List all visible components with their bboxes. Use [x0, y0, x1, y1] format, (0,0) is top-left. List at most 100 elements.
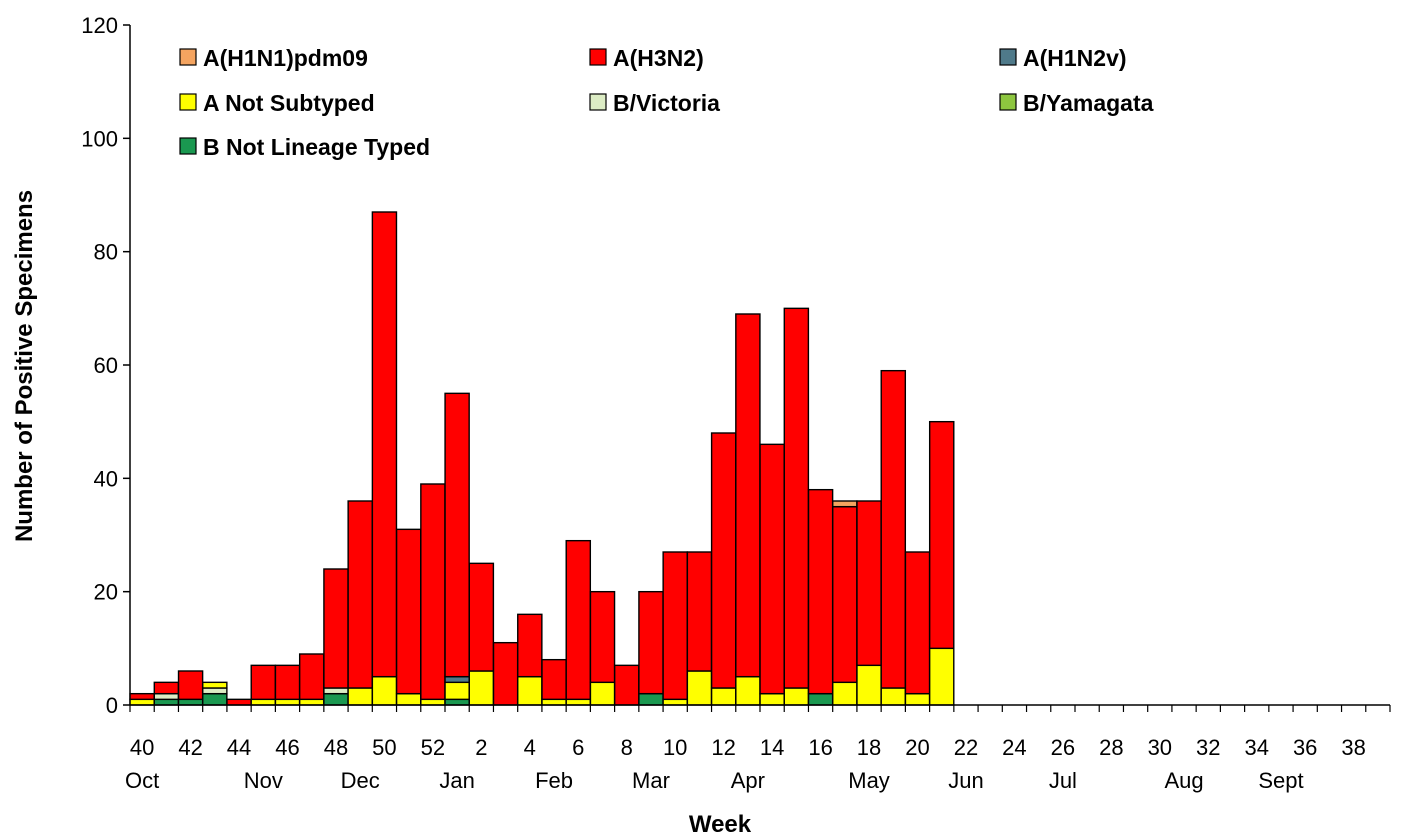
x-month-label: Jul: [1049, 768, 1077, 793]
bar-segment: [444, 681, 470, 701]
x-tick-label: 36: [1293, 735, 1317, 760]
bar-segment: [904, 692, 931, 706]
bar-segment: [541, 658, 567, 701]
bar-segment: [783, 307, 810, 689]
legend-label: B Not Lineage Typed: [203, 134, 430, 160]
bar-segment: [371, 675, 398, 706]
bar-segment: [613, 664, 640, 706]
bar-segment: [468, 562, 495, 672]
legend-label: B/Victoria: [613, 90, 720, 116]
bar-segment: [202, 681, 228, 689]
x-tick-label: 50: [372, 735, 396, 760]
legend: A(H1N1)pdm09 A(H3N2) A(H1N2v) A Not Subtype…: [179, 45, 1154, 160]
bar-segment: [735, 313, 761, 678]
y-tick-label: 60: [94, 353, 118, 378]
bar-segment: [250, 698, 277, 706]
legend-label: A(H3N2): [613, 45, 704, 71]
x-tick-label: 26: [1051, 735, 1075, 760]
y-tick-label: 80: [94, 240, 118, 265]
bar-segment: [856, 664, 882, 706]
bar-segment: [541, 698, 567, 706]
bar-segment: [710, 687, 737, 706]
bar-segment: [468, 670, 495, 706]
bar-segment: [395, 692, 422, 706]
bar-segment: [832, 505, 858, 684]
x-month-label: Jun: [948, 768, 983, 793]
bar-segment: [807, 488, 834, 695]
bar-segment: [807, 692, 834, 706]
bar-segment: [347, 500, 373, 689]
legend-label: B/Yamagata: [1023, 90, 1154, 116]
x-tick-label: 14: [760, 735, 784, 760]
bar-segment: [710, 432, 737, 689]
bar-segment: [129, 698, 155, 706]
x-tick-label: 4: [524, 735, 536, 760]
bar-segment: [129, 692, 155, 701]
bar-segment: [153, 692, 180, 701]
bar-segment: [177, 698, 204, 706]
bar-segment: [420, 698, 446, 706]
bar-segment: [323, 692, 349, 706]
bar-segment: [662, 698, 688, 706]
x-tick-label: 20: [905, 735, 929, 760]
bar-segment: [783, 687, 810, 706]
bar-segment: [904, 551, 931, 695]
bar-segment: [928, 647, 955, 706]
bar-segment: [177, 670, 204, 701]
bar-segment: [274, 664, 301, 701]
x-tick-label: 30: [1148, 735, 1172, 760]
legend-label: A(H1N2v): [1023, 45, 1127, 71]
bar-segment: [662, 551, 688, 701]
bar-segment: [686, 551, 713, 672]
y-tick-label: 120: [81, 13, 118, 38]
y-tick-label: 20: [94, 580, 118, 605]
legend-label: A(H1N1)pdm09: [203, 45, 368, 71]
bar-segment: [202, 687, 228, 695]
bar-segment: [226, 698, 252, 706]
x-tick-label: 2: [475, 735, 487, 760]
bar-segment: [735, 675, 761, 706]
bar-segment: [492, 641, 519, 706]
bar-segment: [323, 568, 349, 689]
bar-segment: [589, 681, 616, 706]
bar-segment: [444, 392, 470, 678]
bar-segment: [298, 653, 325, 701]
x-month-label: Nov: [244, 768, 283, 793]
x-tick-label: 10: [663, 735, 687, 760]
legend-swatch: [179, 137, 197, 155]
x-tick-label: 16: [808, 735, 832, 760]
bar-segment: [347, 687, 373, 706]
bar-segment: [686, 670, 713, 706]
x-month-label: Dec: [341, 768, 380, 793]
legend-label: A Not Subtyped: [203, 90, 375, 116]
x-tick-label: 8: [621, 735, 633, 760]
legend-swatch: [589, 93, 607, 111]
y-tick-label: 40: [94, 466, 118, 491]
x-month-label: May: [848, 768, 890, 793]
x-tick-label: 24: [1002, 735, 1026, 760]
bar-segment: [856, 500, 882, 667]
x-month-label: Jan: [439, 768, 474, 793]
x-tick-label: 40: [130, 735, 154, 760]
x-tick-label: 38: [1341, 735, 1365, 760]
bar-segment: [420, 483, 446, 701]
x-month-label: Oct: [125, 768, 159, 793]
bar-segment: [153, 681, 180, 695]
bar-segment: [323, 687, 349, 695]
bar-segment: [759, 692, 785, 706]
x-tick-label: 6: [572, 735, 584, 760]
x-month-label: Mar: [632, 768, 670, 793]
bar-segment: [565, 698, 592, 706]
x-tick-label: 34: [1244, 735, 1268, 760]
x-month-label: Sept: [1258, 768, 1303, 793]
bar-segment: [250, 664, 277, 701]
x-month-label: Aug: [1164, 768, 1203, 793]
bar-segment: [638, 590, 664, 695]
legend-swatch: [589, 48, 607, 66]
x-tick-label: 18: [857, 735, 881, 760]
x-month-label: Apr: [731, 768, 765, 793]
bar-segment: [517, 613, 543, 678]
legend-swatch: [179, 48, 197, 66]
bar-segment: [395, 528, 422, 695]
